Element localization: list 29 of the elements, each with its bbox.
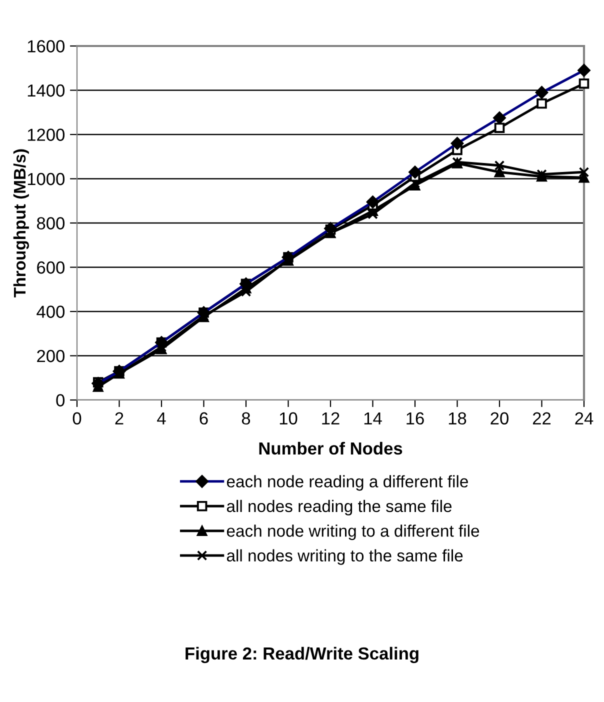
legend-label: all nodes writing to the same file: [226, 549, 463, 565]
y-tick-label: 200: [37, 350, 65, 362]
legend-label: each node writing to a different file: [226, 524, 480, 540]
x-tick-label: 10: [280, 412, 298, 425]
y-tick-label: 800: [36, 217, 65, 230]
y-tick-label: 1000: [28, 172, 65, 186]
legend-label: each node reading a different file: [226, 475, 468, 491]
x-tick-label: 0: [72, 412, 82, 425]
y-tick-label: 1200: [28, 128, 65, 141]
y-tick-label: 400: [36, 306, 65, 318]
x-tick-label: 20: [490, 412, 508, 425]
x-tick-label: 6: [200, 412, 208, 425]
x-tick-label: 16: [406, 412, 424, 425]
y-tick-label: 1400: [28, 84, 65, 97]
x-tick-label: 2: [115, 412, 124, 424]
y-tick-label: 1600: [28, 40, 65, 52]
x-tick-label: 18: [448, 412, 466, 425]
x-tick-label: 12: [322, 412, 340, 424]
y-tick-label: 0: [56, 394, 65, 406]
y-tick-label: 600: [37, 261, 65, 274]
x-tick-label: 22: [532, 412, 551, 424]
x-tick-label: 4: [157, 412, 166, 424]
caption: Figure 2: Read/Write Scaling: [186, 646, 418, 664]
y-axis-title: Throughput (MB/s): [13, 149, 29, 298]
x-tick-label: 8: [242, 412, 250, 425]
legend-label: all nodes reading the same file: [226, 500, 452, 516]
x-tick-label: 14: [364, 412, 382, 424]
x-tick-label: 24: [575, 412, 594, 424]
x-axis-title: Number of Nodes: [259, 442, 402, 455]
